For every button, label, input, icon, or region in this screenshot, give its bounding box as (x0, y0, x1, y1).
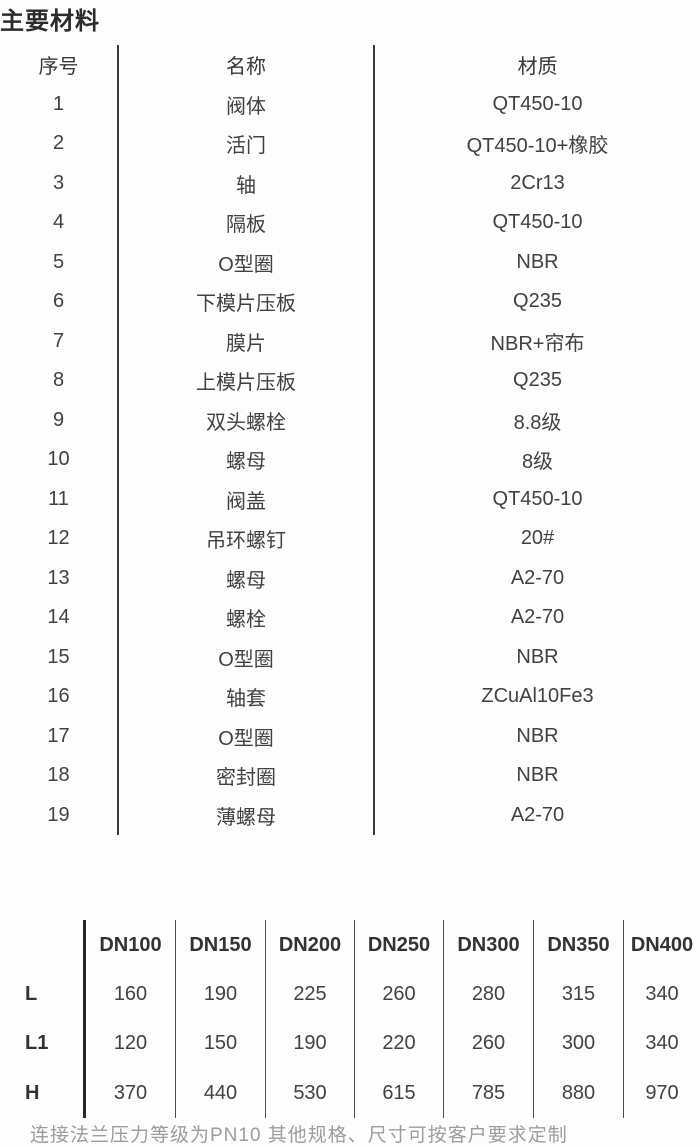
dimensions-header-cell: DN200 (266, 920, 355, 970)
dimensions-header-cell: DN100 (86, 920, 176, 970)
dimensions-header-cell: DN350 (534, 920, 624, 970)
dimensions-value-cell: 340 (645, 983, 679, 1005)
materials-header-cell: 材质 (517, 56, 558, 79)
materials-cell: 2Cr13 (510, 171, 565, 194)
materials-cell: 18 (47, 764, 70, 787)
materials-cell: 6 (52, 290, 65, 313)
materials-cell: NBR (516, 250, 559, 273)
materials-cell: 17 (47, 724, 70, 747)
dimensions-value-cell: 880 (534, 1068, 624, 1118)
dimensions-value-cell: 300 (534, 1019, 624, 1068)
materials-cell: 12 (47, 527, 70, 550)
materials-cell: QT450-10 (492, 92, 583, 115)
materials-cell: 7 (52, 329, 65, 352)
materials-cell: 吊环螺钉 (117, 519, 375, 559)
materials-cell: 4 (52, 211, 65, 234)
materials-cell: 13 (47, 566, 70, 589)
dimensions-value-cell: 785 (444, 1068, 534, 1118)
materials-cell: QT450-10 (492, 487, 583, 510)
materials-cell: 螺栓 (117, 598, 375, 638)
materials-cell: NBR (516, 645, 559, 668)
materials-cell: O型圈 (117, 637, 375, 677)
materials-cell: 8级 (521, 451, 554, 474)
dimensions-value-cell: 530 (266, 1068, 355, 1118)
dimensions-corner-cell (0, 920, 86, 970)
materials-cell: 轴 (117, 163, 375, 203)
dimensions-value-cell: 315 (534, 970, 624, 1019)
dimensions-value-cell: 120 (86, 1019, 176, 1068)
materials-cell: 轴套 (117, 677, 375, 717)
materials-cell: 下模片压板 (117, 282, 375, 322)
materials-cell: 膜片 (117, 321, 375, 361)
footer-note: 连接法兰压力等级为PN10 其他规格、尺寸可按客户要求定制 (30, 1125, 568, 1146)
materials-cell: 1 (52, 92, 65, 115)
materials-cell: 隔板 (117, 203, 375, 243)
materials-cell: 19 (47, 803, 70, 826)
materials-header-cell: 序号 (38, 56, 79, 79)
materials-cell: 14 (47, 606, 70, 629)
materials-cell: 阀体 (117, 84, 375, 124)
materials-cell: 螺母 (117, 440, 375, 480)
dimensions-value-cell: 225 (266, 970, 355, 1019)
materials-cell: A2-70 (510, 566, 565, 589)
dimensions-value-cell: 260 (355, 970, 444, 1019)
materials-cell: 双头螺栓 (117, 400, 375, 440)
dimensions-header-cell: DN400 (630, 933, 694, 956)
materials-header-cell: 名称 (117, 45, 375, 85)
dimensions-value-cell: 970 (645, 1081, 679, 1104)
materials-cell: 5 (52, 250, 65, 273)
materials-table: 序号 名称 材质 1 阀体 QT450-10 2 活门 QT450-10+橡胶 3 轴 2Cr13 4 隔… (0, 45, 700, 835)
materials-cell: 20# (520, 527, 555, 550)
materials-cell: QT450-10 (492, 211, 583, 234)
dimensions-value-cell: 260 (444, 1019, 534, 1068)
materials-cell: 10 (47, 448, 70, 471)
dimensions-value-cell: 190 (176, 970, 266, 1019)
dimensions-value-cell: 190 (266, 1019, 355, 1068)
materials-cell: O型圈 (117, 716, 375, 756)
dimensions-row-label: L1 (0, 1019, 86, 1068)
materials-cell: 薄螺母 (117, 795, 375, 835)
dimensions-header-cell: DN150 (176, 920, 266, 970)
dimensions-value-cell: 370 (86, 1068, 176, 1118)
materials-cell: 3 (52, 171, 65, 194)
materials-cell: NBR (516, 724, 559, 747)
dimensions-value-cell: 440 (176, 1068, 266, 1118)
materials-cell: O型圈 (117, 242, 375, 282)
materials-cell: NBR (516, 764, 559, 787)
dimensions-row-label: L (0, 970, 86, 1019)
dimensions-row-label: H (0, 1068, 86, 1118)
materials-cell: 9 (52, 408, 65, 431)
dimensions-table: DN100 DN150 DN200 DN250 DN300 DN350 DN400 L 160 1… (0, 920, 700, 1118)
materials-cell: 16 (47, 685, 70, 708)
dimensions-value-cell: 615 (355, 1068, 444, 1118)
materials-cell: A2-70 (510, 606, 565, 629)
materials-cell: 密封圈 (117, 756, 375, 796)
dimensions-value-cell: 220 (355, 1019, 444, 1068)
materials-cell: Q235 (513, 290, 562, 313)
materials-cell: 螺母 (117, 558, 375, 598)
materials-cell: 11 (48, 487, 69, 510)
materials-cell: Q235 (513, 369, 562, 392)
dimensions-value-cell: 340 (645, 1032, 679, 1054)
dimensions-value-cell: 280 (444, 970, 534, 1019)
materials-cell: ZCuAl10Fe3 (481, 685, 594, 708)
dimensions-header-cell: DN300 (444, 920, 534, 970)
materials-cell: 上模片压板 (117, 361, 375, 401)
dimensions-value-cell: 160 (86, 970, 176, 1019)
materials-cell: QT450-10+橡胶 (466, 135, 609, 158)
materials-cell: 15 (47, 645, 70, 668)
dimensions-value-cell: 150 (176, 1019, 266, 1068)
materials-cell: 阀盖 (117, 479, 375, 519)
materials-cell: 2 (52, 132, 65, 155)
materials-cell: A2-70 (510, 803, 565, 826)
materials-cell: 8 (52, 369, 65, 392)
materials-cell: 活门 (117, 124, 375, 164)
dimensions-header-cell: DN250 (355, 920, 444, 970)
materials-cell: 8.8级 (513, 411, 562, 434)
page-title: 主要材料 (0, 8, 100, 35)
materials-cell: NBR+帘布 (490, 332, 585, 355)
